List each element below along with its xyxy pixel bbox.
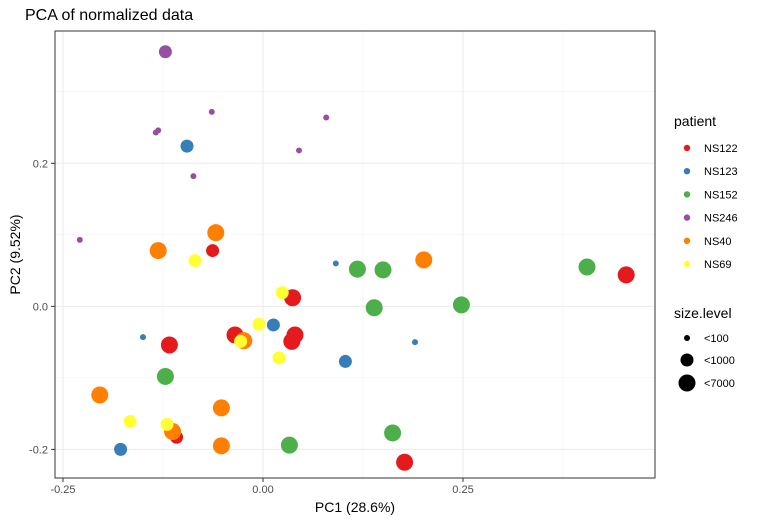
legend-key-ns69 [683,260,691,268]
data-point-ns246 [208,108,215,115]
data-point-ns122 [396,453,414,471]
data-point-ns69 [252,317,266,331]
legend-label-ns152: NS152 [704,189,738,201]
legend-label-ns123: NS123 [704,166,738,178]
y-tick-label: -0.2 [29,444,48,456]
data-point-ns122 [206,244,220,258]
data-point-ns122 [617,266,635,284]
data-point-ns152 [280,436,298,454]
legend-key-ns40 [683,237,691,244]
data-point-ns152 [348,260,366,278]
chart-title: PCA of normalized data [25,7,194,24]
data-point-ns69 [272,351,286,365]
size-legend-label: <1000 [704,355,735,367]
data-point-ns123 [266,318,280,332]
legend-label-ns246: NS246 [704,213,738,225]
legend-key-ns246 [683,214,691,221]
legend-title-patient: patient [674,113,716,129]
size-legend-key [680,353,694,367]
data-point-ns246 [190,173,197,180]
legend-label-ns122: NS122 [704,143,738,155]
data-point-ns40 [207,224,225,242]
data-point-ns40 [415,251,433,269]
data-point-ns123 [412,339,418,346]
size-legend-key [678,374,696,392]
data-point-ns152 [384,424,402,442]
data-point-ns152 [374,261,392,279]
data-point-ns40 [212,437,230,455]
data-point-ns123 [338,354,352,368]
plot-border [54,30,656,479]
legend-key-ns122 [683,144,691,152]
data-point-ns123 [332,260,339,267]
x-tick-label: 0.00 [252,484,273,496]
size-legend-key [684,335,690,341]
data-point-ns40 [91,386,109,404]
x-tick-label: -0.25 [50,484,75,496]
data-point-ns40 [149,242,167,260]
legend-title-size-level: size.level [674,305,732,321]
y-tick-label: 0.2 [33,158,48,170]
data-point-ns152 [365,299,383,317]
legend-key-ns123 [683,168,691,175]
data-point-ns152 [452,296,470,314]
data-point-ns69 [275,286,289,300]
data-point-ns246 [296,147,302,154]
data-point-ns246 [158,45,172,59]
data-point-ns246 [323,114,330,121]
plot-panel [55,31,655,478]
x-tick-label: 0.25 [452,484,473,496]
data-point-ns122 [283,332,301,350]
data-point-ns152 [156,367,174,385]
data-point-ns69 [160,417,174,431]
legend-key-ns152 [683,191,691,198]
data-point-ns123 [140,334,146,341]
data-point-ns123 [180,139,194,153]
data-point-ns123 [114,442,128,456]
data-point-ns152 [578,258,596,276]
data-point-ns69 [234,334,248,348]
data-point-ns69 [123,414,137,428]
y-tick-label: 0.0 [33,301,48,313]
data-point-ns246 [152,129,159,136]
data-point-ns69 [188,254,202,268]
data-point-ns246 [76,236,83,243]
size-legend-label: <100 [704,333,729,345]
legend-label-ns69: NS69 [704,259,732,271]
y-axis-label: PC2 (9.52%) [7,214,23,294]
legend-label-ns40: NS40 [704,236,732,248]
size-legend-label: <7000 [704,378,735,390]
data-point-ns122 [160,336,178,354]
x-axis-label: PC1 (28.6%) [315,499,395,515]
data-point-ns40 [212,399,230,417]
